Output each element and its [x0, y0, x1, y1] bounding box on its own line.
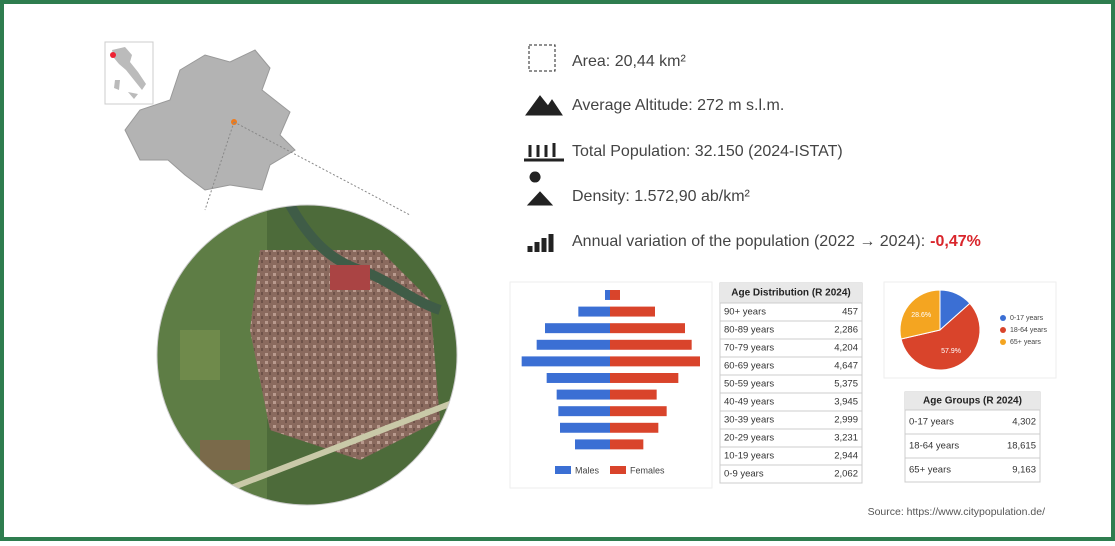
pyramid-bar	[610, 439, 643, 449]
row-value: 2,286	[834, 325, 858, 336]
legend-label: 0-17 years	[1010, 315, 1044, 322]
pyramid-bar	[558, 406, 610, 416]
legend-swatch	[555, 466, 571, 474]
pyramid-bar	[610, 323, 685, 333]
row-value: 18,615	[1007, 441, 1036, 452]
legend-dot	[1000, 327, 1006, 333]
pyramid-bar	[537, 340, 610, 350]
pyramid-bar	[575, 439, 610, 449]
stat-altitude: Average Altitude: 272 m s.l.m.	[572, 97, 784, 114]
variation-label: Annual variation of the population (2022…	[572, 233, 925, 250]
pyramid-bar	[610, 340, 692, 350]
pyramid-bar	[557, 390, 610, 400]
row-label: 50-59 years	[724, 379, 774, 390]
source: Source: https://www.citypopulation.de/	[868, 506, 1046, 518]
pie-label: 57.9%	[941, 348, 961, 355]
row-label: 90+ years	[724, 307, 766, 318]
row-value: 3,231	[834, 433, 858, 444]
pyramid-bar	[610, 423, 658, 433]
stat-variation: Annual variation of the population (2022…	[572, 233, 981, 250]
pyramid-bar	[610, 307, 655, 317]
row-label: 80-89 years	[724, 325, 774, 336]
legend-swatch	[610, 466, 626, 474]
row-value: 4,204	[834, 343, 858, 354]
pie-label: 28.6%	[911, 312, 931, 319]
legend-label: 18-64 years	[1010, 327, 1047, 334]
row-value: 2,944	[834, 451, 858, 462]
variation-value: -0,47%	[930, 233, 981, 250]
table-title: Age Groups (R 2024)	[923, 396, 1022, 407]
row-label: 60-69 years	[724, 361, 774, 372]
row-label: 30-39 years	[724, 415, 774, 426]
row-value: 4,302	[1012, 417, 1036, 428]
legend-dot	[1000, 339, 1006, 345]
legend-label: Females	[630, 465, 665, 475]
pyramid-bar	[610, 290, 620, 300]
row-label: 40-49 years	[724, 397, 774, 408]
row-label: 70-79 years	[724, 343, 774, 354]
row-label: 0-17 years	[909, 417, 954, 428]
row-value: 5,375	[834, 379, 858, 390]
pyramid-bar	[560, 423, 610, 433]
stat-density: Density: 1.572,90 ab/km²	[572, 188, 751, 205]
row-label: 18-64 years	[909, 441, 959, 452]
row-value: 4,647	[834, 361, 858, 372]
row-value: 9,163	[1012, 465, 1036, 476]
stat-population: Total Population: 32.150 (2024-ISTAT)	[572, 143, 843, 160]
pyramid-bar	[610, 356, 700, 366]
legend-dot	[1000, 315, 1006, 321]
pyramid-bar	[610, 406, 667, 416]
row-label: 0-9 years	[724, 469, 764, 480]
row-value: 2,999	[834, 415, 858, 426]
stat-area: Area: 20,44 km²	[572, 53, 687, 70]
legend-label: Males	[575, 465, 600, 475]
row-label: 65+ years	[909, 465, 951, 476]
pyramid-bar	[522, 356, 610, 366]
pyramid-bar	[605, 290, 610, 300]
pyramid-bar	[545, 323, 610, 333]
legend-label: 65+ years	[1010, 339, 1041, 346]
pyramid-bar	[610, 390, 657, 400]
pyramid-bar	[610, 373, 678, 383]
table-title: Age Distribution (R 2024)	[731, 288, 850, 299]
infographic: Area: 20,44 km² Average Altitude: 272 m …	[0, 0, 1115, 541]
pyramid-bar	[547, 373, 610, 383]
row-value: 3,945	[834, 397, 858, 408]
row-label: 10-19 years	[724, 451, 774, 462]
row-label: 20-29 years	[724, 433, 774, 444]
pyramid-bar	[578, 307, 610, 317]
row-value: 2,062	[834, 469, 858, 480]
region-marker	[110, 52, 116, 58]
row-value: 457	[842, 307, 858, 318]
